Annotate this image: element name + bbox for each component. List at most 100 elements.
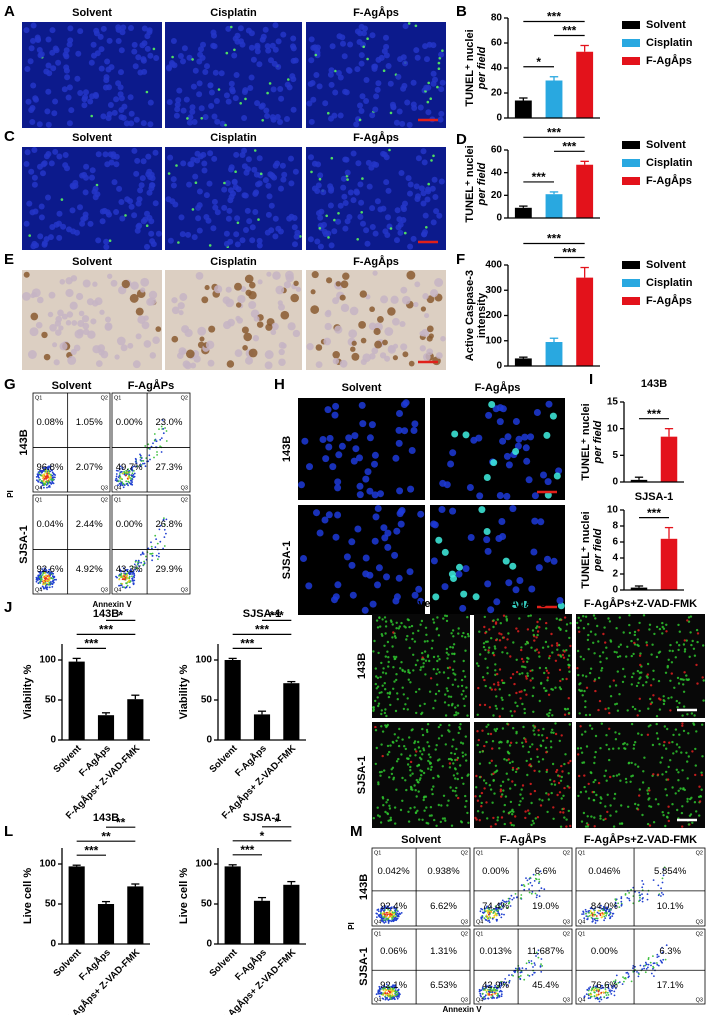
cell — [675, 750, 678, 753]
cell — [59, 279, 66, 285]
cell — [584, 730, 587, 733]
cell — [475, 774, 478, 778]
cell — [232, 95, 239, 102]
cell — [529, 782, 532, 786]
cell — [502, 557, 510, 565]
event — [539, 870, 542, 873]
cell — [36, 121, 43, 128]
cell — [568, 723, 571, 726]
cell — [454, 758, 457, 762]
cell — [372, 270, 378, 276]
cell — [690, 712, 694, 715]
cell — [108, 159, 115, 166]
cell — [536, 755, 539, 759]
cell — [446, 689, 449, 693]
event — [123, 470, 125, 473]
event — [652, 879, 655, 881]
cell — [538, 798, 541, 801]
cell — [93, 30, 100, 37]
cell — [585, 686, 589, 689]
cell — [626, 743, 629, 746]
cell — [531, 819, 534, 823]
cell — [362, 570, 370, 578]
cell — [501, 651, 504, 654]
cell — [191, 119, 198, 125]
cell — [383, 573, 390, 581]
event — [143, 560, 146, 563]
cell — [459, 741, 463, 744]
event — [44, 470, 46, 473]
cell — [674, 792, 677, 795]
cell — [633, 633, 636, 637]
cell — [565, 629, 568, 633]
cell — [340, 280, 349, 289]
event — [125, 469, 128, 472]
cell — [356, 238, 360, 241]
cell — [103, 244, 110, 250]
cell — [563, 713, 567, 716]
cell — [402, 23, 409, 30]
cell — [402, 399, 410, 407]
quadrant-percent: 6.3% — [659, 946, 681, 957]
cell — [393, 593, 401, 601]
cell — [401, 799, 404, 802]
cell — [128, 25, 134, 31]
cell — [523, 707, 526, 711]
y-tick-label: 0 — [206, 735, 212, 746]
cell — [652, 669, 655, 672]
cell — [40, 170, 46, 177]
cell — [348, 329, 358, 339]
event — [132, 465, 135, 468]
cell — [593, 678, 597, 681]
cell — [508, 744, 512, 747]
event — [643, 967, 645, 970]
event — [131, 468, 134, 471]
event — [521, 967, 524, 969]
cell — [648, 824, 652, 827]
cell — [28, 168, 35, 175]
event — [390, 906, 392, 909]
event — [155, 538, 158, 540]
event — [488, 993, 490, 996]
event — [119, 483, 121, 485]
cell — [665, 630, 668, 633]
event — [161, 419, 164, 421]
event — [661, 877, 664, 880]
cell — [559, 679, 562, 683]
event — [386, 911, 388, 914]
event — [609, 917, 611, 920]
bar — [224, 660, 241, 740]
cell — [137, 187, 144, 194]
cell — [135, 307, 144, 316]
cell — [639, 652, 642, 655]
panel-letter: E — [4, 251, 14, 268]
cell — [430, 557, 438, 565]
cell — [30, 312, 39, 321]
event — [120, 584, 123, 587]
event — [120, 470, 123, 473]
cell — [23, 220, 30, 227]
cell — [438, 758, 441, 761]
cell — [49, 224, 56, 230]
cell — [522, 660, 525, 663]
cell — [114, 354, 120, 360]
cell — [180, 160, 187, 167]
cell — [233, 231, 240, 238]
cell — [603, 626, 606, 629]
cell — [376, 696, 379, 699]
event — [533, 971, 536, 974]
cell — [652, 821, 656, 824]
cell — [495, 727, 499, 731]
cell — [373, 327, 381, 336]
cell — [633, 630, 637, 634]
cell — [509, 562, 517, 570]
cell — [687, 823, 691, 826]
cell — [140, 120, 147, 127]
cell — [423, 84, 430, 91]
cell — [328, 185, 335, 192]
cell — [278, 358, 286, 366]
event — [389, 991, 391, 994]
event — [527, 883, 530, 885]
cell — [661, 811, 664, 814]
event — [598, 912, 600, 915]
